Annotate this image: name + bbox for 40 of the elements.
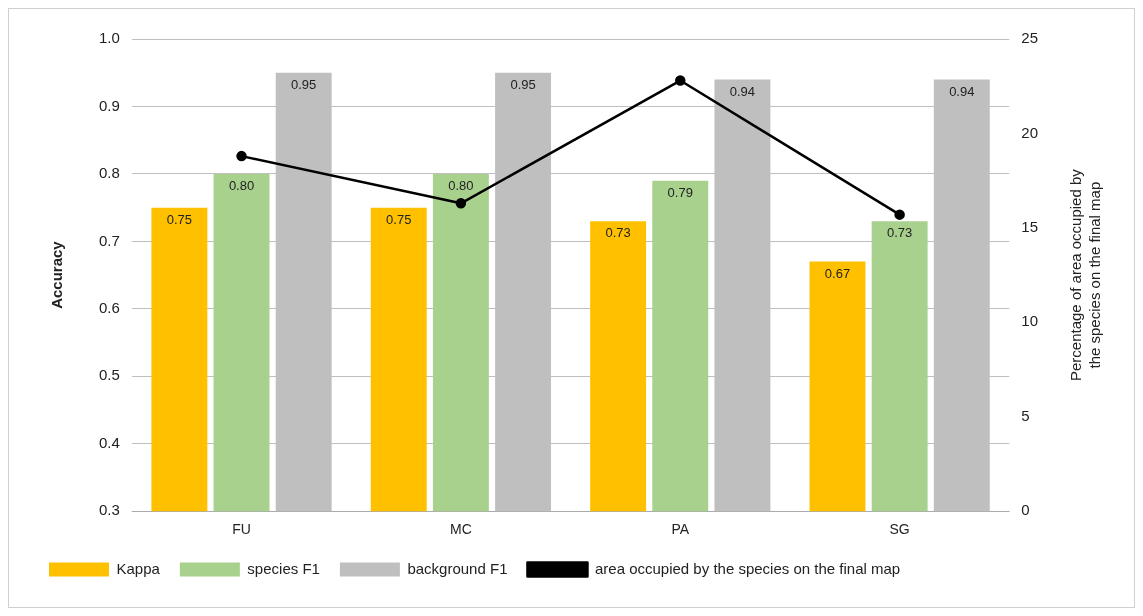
y2-tick-label: 0 bbox=[1021, 501, 1030, 519]
y-tick-label: 1.0 bbox=[98, 29, 120, 47]
y2-axis-title: Percentage of area occupied by the species on the final map bbox=[1066, 168, 1103, 382]
x-tick-label: SG bbox=[889, 521, 910, 538]
data-label: 0.94 bbox=[949, 83, 975, 99]
data-label: 0.95 bbox=[291, 76, 317, 92]
data-label: 0.80 bbox=[448, 177, 474, 193]
data-label: 0.73 bbox=[605, 225, 631, 241]
point bbox=[236, 150, 247, 162]
y-axis-title: Accuracy bbox=[48, 240, 66, 309]
point bbox=[675, 75, 686, 86]
data-label: 0.73 bbox=[886, 225, 913, 241]
y2-tick-label: 5 bbox=[1021, 406, 1030, 424]
data-label: 0.67 bbox=[824, 265, 851, 281]
y2-tick-label: 25 bbox=[1021, 29, 1038, 47]
data-label: 0.75 bbox=[386, 211, 412, 227]
legend-label: area occupied by the species on the final map bbox=[594, 559, 901, 577]
point bbox=[894, 209, 905, 220]
data-label: 0.95 bbox=[510, 76, 536, 92]
data-label: 0.80 bbox=[228, 177, 255, 193]
x-tick-label: FU bbox=[232, 521, 251, 538]
y-tick-label: 0.8 bbox=[98, 164, 120, 182]
data-label: 0.75 bbox=[166, 211, 193, 227]
y2-tick-label: 10 bbox=[1021, 312, 1038, 330]
x-tick-label: MC bbox=[450, 521, 472, 538]
y2-tick-label: 20 bbox=[1021, 123, 1038, 141]
legend-label: background F1 bbox=[407, 559, 508, 577]
legend-label: species F1 bbox=[247, 559, 320, 577]
data-label: 0.79 bbox=[667, 184, 693, 200]
y-tick-label: 0.5 bbox=[98, 366, 120, 384]
data-label: 0.94 bbox=[729, 83, 756, 99]
point bbox=[455, 198, 467, 209]
legend-label: Kappa bbox=[116, 559, 161, 577]
y-tick-label: 0.3 bbox=[98, 501, 120, 519]
y-tick-label: 0.4 bbox=[98, 433, 120, 451]
y2-tick-label: 15 bbox=[1021, 218, 1038, 236]
y-tick-label: 0.9 bbox=[98, 96, 120, 114]
x-tick-label: PA bbox=[671, 521, 690, 538]
y-tick-label: 0.7 bbox=[98, 231, 120, 249]
y-tick-label: 0.6 bbox=[98, 298, 120, 316]
